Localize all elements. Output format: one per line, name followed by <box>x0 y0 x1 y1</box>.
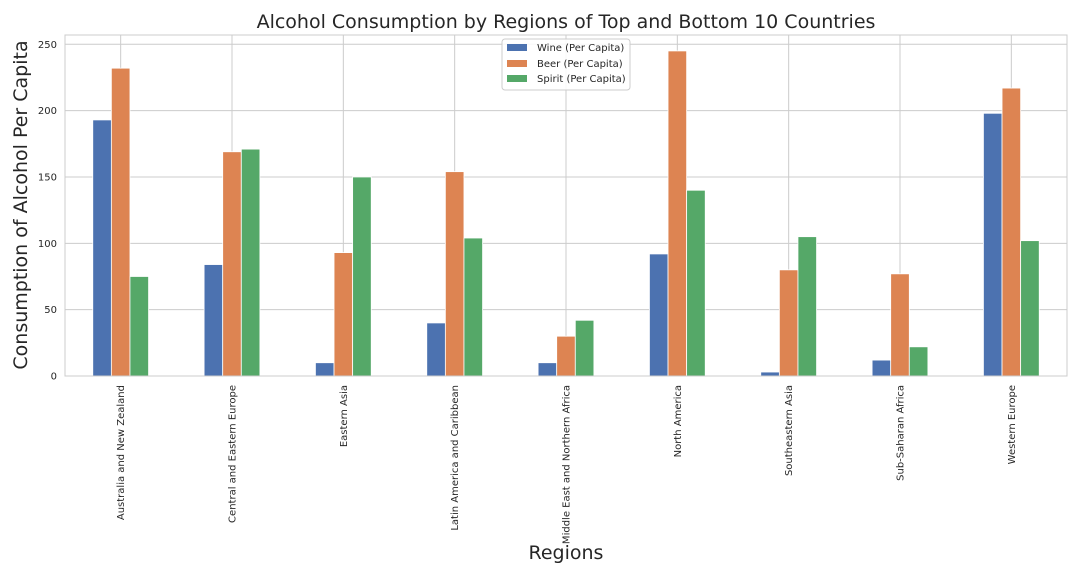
x-tick-label: Sub-Saharan Africa <box>896 385 907 481</box>
bar-spirit-western-europe <box>1020 240 1040 377</box>
y-tick-label: 50 <box>44 305 57 316</box>
bar-spirit-central-and-eastern-europe <box>240 148 261 377</box>
x-tick-label: Southeastern Asia <box>784 385 795 476</box>
bar-wine-eastern-asia <box>315 362 335 377</box>
plot-area-frame <box>64 34 1068 377</box>
bar-spirit-sub-saharan-africa <box>908 346 929 377</box>
bar-spirit-north-america <box>686 189 706 377</box>
bar-spirit-latin-america-and-caribbean <box>463 237 483 377</box>
bar-wine-north-america <box>649 253 669 377</box>
bar-spirit-southeastern-asia <box>797 236 817 377</box>
bar-beer-latin-america-and-caribbean <box>444 171 465 377</box>
x-tick-label: Latin America and Caribbean <box>450 385 461 531</box>
bar-wine-central-and-eastern-europe <box>203 264 224 377</box>
bar-wine-southeastern-asia <box>760 371 780 377</box>
y-tick-label: 200 <box>38 106 57 117</box>
bar-wine-australia-and-new-zealand <box>92 119 112 377</box>
x-tick-label: Western Europe <box>1007 385 1018 464</box>
bar-beer-eastern-asia <box>333 252 354 377</box>
legend-label-wine: Wine (Per Capita) <box>537 43 624 54</box>
y-tick-label: 150 <box>38 172 57 183</box>
x-tick-label: Eastern Asia <box>339 385 350 447</box>
bar-beer-australia-and-new-zealand <box>110 67 131 377</box>
legend-label-beer: Beer (Per Capita) <box>537 59 623 70</box>
legend-swatch-beer <box>507 60 527 67</box>
legend-frame <box>501 38 631 91</box>
bar-wine-middle-east-and-northern-africa <box>537 362 558 377</box>
bar-beer-north-america <box>667 50 688 377</box>
y-tick-label: 100 <box>38 239 57 250</box>
legend-swatch-spirit <box>507 75 527 82</box>
bar-beer-sub-saharan-africa <box>890 273 910 377</box>
bar-spirit-eastern-asia <box>352 176 372 377</box>
bar-beer-central-and-eastern-europe <box>222 151 242 377</box>
x-tick-label: Middle East and Northern Africa <box>562 385 573 544</box>
bar-beer-western-europe <box>1001 87 1022 377</box>
y-axis-label: Consumption of Alcohol Per Capita <box>10 40 32 369</box>
bar-beer-middle-east-and-northern-africa <box>556 335 576 377</box>
x-tick-label: North America <box>673 385 684 457</box>
legend-label-spirit: Spirit (Per Capita) <box>537 74 626 85</box>
y-tick-label: 250 <box>38 40 57 51</box>
legend-swatch-wine <box>507 44 527 51</box>
bar-wine-western-europe <box>983 112 1003 377</box>
bar-spirit-middle-east-and-northern-africa <box>574 319 595 377</box>
bar-spirit-australia-and-new-zealand <box>129 276 149 377</box>
bar-beer-southeastern-asia <box>778 269 799 377</box>
chart-title: Alcohol Consumption by Regions of Top an… <box>257 11 876 33</box>
bar-wine-latin-america-and-caribbean <box>426 322 446 377</box>
x-axis-label: Regions <box>529 542 604 564</box>
y-tick-label: 0 <box>51 372 57 383</box>
y-tick-labels: 0 50 100 150 200 250 <box>38 40 57 383</box>
x-tick-labels: Australia and New Zealand Central and Eas… <box>116 385 1018 544</box>
bar-series-group <box>92 50 1040 377</box>
x-tick-label: Central and Eastern Europe <box>228 385 239 523</box>
bar-wine-sub-saharan-africa <box>871 359 892 377</box>
x-tick-label: Australia and New Zealand <box>116 385 127 520</box>
legend: Wine (Per Capita) Beer (Per Capita) Spir… <box>501 38 631 91</box>
